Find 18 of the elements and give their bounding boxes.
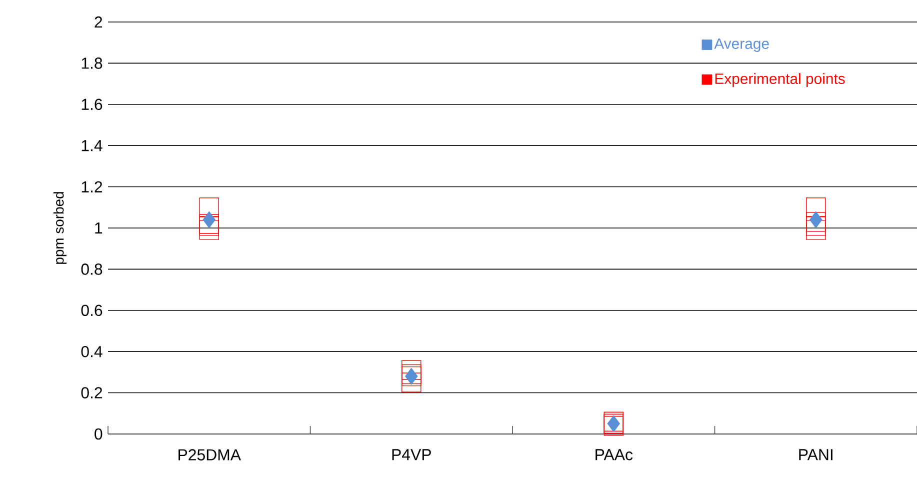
y-tick-label: 2 [94,16,102,28]
y-tick-label: 1.6 [82,98,102,110]
y-tick-label: 0 [94,428,102,440]
y-tick-label: 0.2 [81,387,102,398]
y-tick-label: 0.4 [81,346,102,358]
y-tick-label: 1.4 [82,140,102,152]
x-tick-label: PAAc [596,449,633,460]
x-tick-label: P4VP [392,449,431,460]
y-tick-label: 1 [95,222,102,234]
y-tick-label: 0.8 [81,264,102,275]
y-tick-label: 1.8 [82,58,102,69]
x-tick-label: P25DMA [178,449,241,460]
y-tick-label: 1.2 [82,181,102,192]
y-tick-label: 0.6 [81,304,102,316]
legend-label: Average [714,38,769,52]
y-axis-title: ppm sorbed [54,192,67,264]
x-tick-label: PANI [799,449,832,460]
legend-label: Experimental points [715,73,845,87]
